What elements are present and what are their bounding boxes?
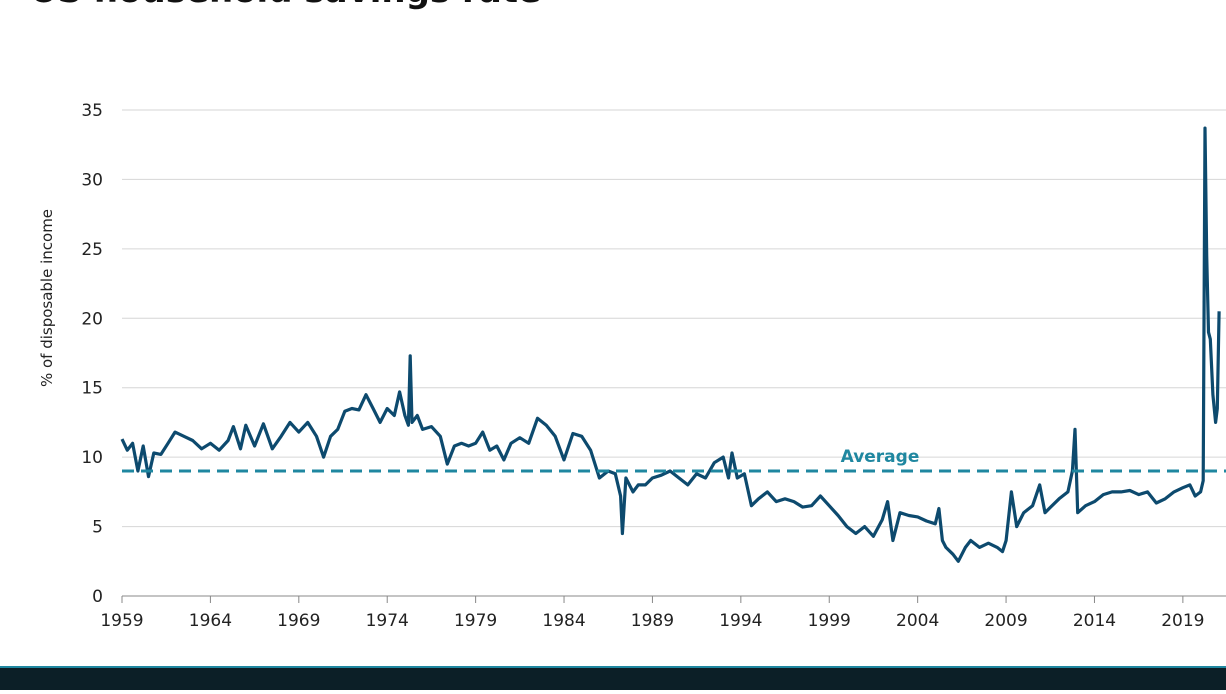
y-tick-label: 0 <box>92 587 103 607</box>
x-tick-label: 2009 <box>984 611 1027 631</box>
y-tick-label: 15 <box>81 379 103 399</box>
y-tick-label: 20 <box>81 309 103 329</box>
x-tick-label: 2014 <box>1073 611 1116 631</box>
y-tick-label: 30 <box>81 170 103 190</box>
x-tick-label: 1999 <box>808 611 851 631</box>
x-tick-label: 1984 <box>542 611 585 631</box>
chart-title: US household savings rate <box>30 0 541 11</box>
x-tick-label: 1974 <box>366 611 409 631</box>
y-tick-label: 25 <box>81 240 103 260</box>
x-tick-label: 1964 <box>189 611 232 631</box>
y-tick-label: 10 <box>81 448 103 468</box>
x-tick-label: 1979 <box>454 611 497 631</box>
x-tick-label: 2004 <box>896 611 939 631</box>
footer-bar <box>0 668 1226 690</box>
y-tick-label: 5 <box>92 518 103 538</box>
x-tick-label: 1989 <box>631 611 674 631</box>
x-tick-label: 1969 <box>277 611 320 631</box>
x-tick-label: 1994 <box>719 611 762 631</box>
y-axis-label: % of disposable income <box>38 209 56 387</box>
data-line <box>120 126 1221 563</box>
average-label: Average <box>841 447 920 467</box>
y-tick-label: 35 <box>81 101 103 121</box>
x-tick-label: 1959 <box>100 611 143 631</box>
x-tick-label: 2019 <box>1161 611 1204 631</box>
footer-accent <box>0 666 1226 668</box>
